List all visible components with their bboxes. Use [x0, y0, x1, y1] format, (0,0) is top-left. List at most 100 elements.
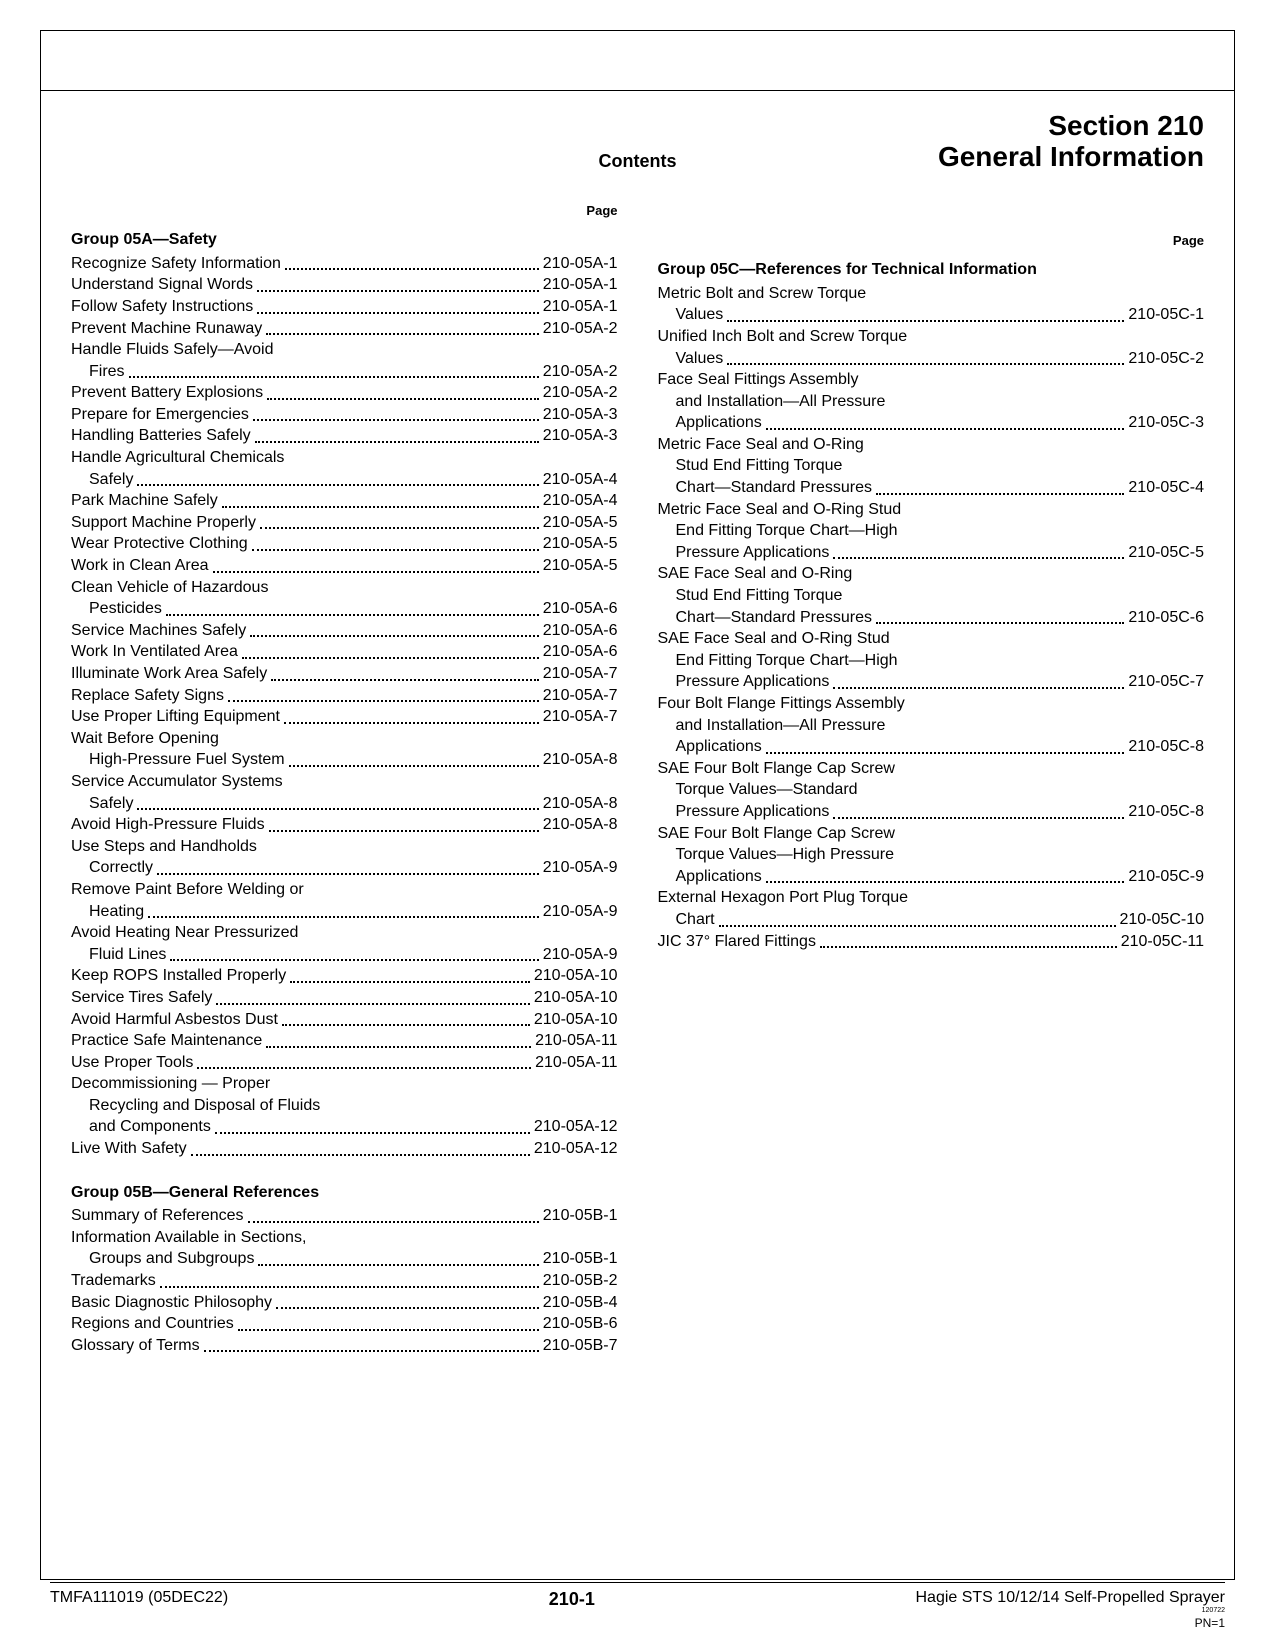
toc-entry-text: Prevent Machine Runaway: [71, 318, 262, 340]
toc-entry: Regions and Countries210-05B-6: [71, 1313, 618, 1335]
toc-entry-page: 210-05A-1: [543, 296, 618, 318]
toc-entry-line: Metric Face Seal and O-Ring: [658, 434, 1205, 456]
toc-entry-text: Service Tires Safely: [71, 987, 212, 1009]
toc-entry-page: 210-05C-4: [1128, 477, 1204, 499]
toc-entry-page: 210-05A-2: [543, 318, 618, 340]
toc-entry-text: Work in Clean Area: [71, 555, 209, 577]
toc-leader-dots: [166, 614, 539, 616]
toc-entry-text: Values: [676, 348, 724, 370]
toc-entry-text: and Components: [89, 1116, 211, 1138]
toc-entry-page: 210-05C-11: [1121, 931, 1204, 953]
group-title: Group 05A—Safety: [71, 229, 618, 251]
toc-entry: Applications210-05C-8: [658, 736, 1205, 758]
toc-entry-page: 210-05C-7: [1128, 671, 1204, 693]
toc-entry: Park Machine Safely210-05A-4: [71, 490, 618, 512]
toc-leader-dots: [260, 527, 539, 529]
toc-entry-line: SAE Face Seal and O-Ring Stud: [658, 628, 1205, 650]
toc-entry-text: Handling Batteries Safely: [71, 425, 251, 447]
toc-entry-line: Metric Face Seal and O-Ring Stud: [658, 499, 1205, 521]
toc-entry-text: Chart: [676, 909, 715, 931]
toc-entry: Recognize Safety Information210-05A-1: [71, 253, 618, 275]
toc-entry-page: 210-05C-9: [1128, 866, 1204, 888]
toc-entry-text: Chart—Standard Pressures: [676, 477, 873, 499]
toc-entry: Service Tires Safely 210-05A-10: [71, 987, 618, 1009]
toc-entry-page: 210-05A-5: [543, 555, 618, 577]
toc-entry-text: Chart—Standard Pressures: [676, 607, 873, 629]
toc-entry-line: Four Bolt Flange Fittings Assembly: [658, 693, 1205, 715]
toc-entry-line: Face Seal Fittings Assembly: [658, 369, 1205, 391]
toc-leader-dots: [833, 687, 1124, 689]
toc-leader-dots: [191, 1154, 530, 1156]
toc-leader-dots: [282, 1024, 530, 1026]
footer-right: Hagie STS 10/12/14 Self-Propelled Spraye…: [915, 1589, 1225, 1630]
toc-entry-line: Remove Paint Before Welding or: [71, 879, 618, 901]
toc-leader-dots: [766, 752, 1125, 754]
page-frame: Section 210 General Information Contents…: [40, 30, 1235, 1580]
toc-entry-text: Park Machine Safely: [71, 490, 218, 512]
toc-entry-page: 210-05C-1: [1128, 304, 1204, 326]
toc-entry-text: Safely: [89, 469, 133, 491]
toc-entry-page: 210-05B-2: [543, 1270, 618, 1292]
footer-right-text: Hagie STS 10/12/14 Self-Propelled Spraye…: [915, 1589, 1225, 1606]
toc-leader-dots: [216, 1003, 529, 1005]
toc-entry-page: 210-05A-9: [543, 857, 618, 879]
toc-leader-dots: [238, 1329, 539, 1331]
toc-entry-text: Follow Safety Instructions: [71, 296, 253, 318]
toc-entry-page: 210-05C-3: [1128, 412, 1204, 434]
toc-leader-dots: [289, 765, 539, 767]
toc-entry-text: Support Machine Properly: [71, 512, 256, 534]
toc-leader-dots: [876, 493, 1124, 495]
toc-entry-line: Metric Bolt and Screw Torque: [658, 283, 1205, 305]
toc-entry-text: Avoid High-Pressure Fluids: [71, 814, 265, 836]
toc-leader-dots: [290, 981, 530, 983]
toc-entry-page: 210-05A-7: [543, 685, 618, 707]
toc-entry-page: 210-05C-2: [1128, 348, 1204, 370]
toc-entry-text: Replace Safety Signs: [71, 685, 224, 707]
top-header-box: [41, 31, 1234, 91]
toc-entry: Correctly 210-05A-9: [71, 857, 618, 879]
toc-entry: Heating210-05A-9: [71, 901, 618, 923]
toc-entry-text: Applications: [676, 736, 762, 758]
toc-entry-page: 210-05A-8: [543, 749, 618, 771]
toc-leader-dots: [284, 722, 539, 724]
page-header-left: Page: [71, 202, 618, 220]
toc-entry-text: Trademarks: [71, 1270, 156, 1292]
toc-leader-dots: [269, 830, 539, 832]
toc-entry-line: Handle Fluids Safely—Avoid: [71, 339, 618, 361]
toc-leader-dots: [253, 419, 539, 421]
toc-entry-text: Keep ROPS Installed Properly: [71, 965, 286, 987]
toc-leader-dots: [257, 290, 539, 292]
toc-entry-text: Correctly: [89, 857, 153, 879]
toc-entry: Basic Diagnostic Philosophy210-05B-4: [71, 1292, 618, 1314]
toc-entry: Avoid High-Pressure Fluids210-05A-8: [71, 814, 618, 836]
toc-leader-dots: [727, 363, 1124, 365]
footer-pn: PN=1: [915, 1616, 1225, 1630]
toc-entry: Keep ROPS Installed Properly210-05A-10: [71, 965, 618, 987]
toc-entry: Follow Safety Instructions 210-05A-1: [71, 296, 618, 318]
toc-entry-text: Applications: [676, 412, 762, 434]
toc-leader-dots: [833, 817, 1124, 819]
toc-entry: Replace Safety Signs 210-05A-7: [71, 685, 618, 707]
toc-entry: Applications 210-05C-3: [658, 412, 1205, 434]
section-title-line1: Section 210: [71, 111, 1204, 142]
toc-leader-dots: [719, 925, 1116, 927]
toc-entry: Work In Ventilated Area210-05A-6: [71, 641, 618, 663]
toc-entry-line: Unified Inch Bolt and Screw Torque: [658, 326, 1205, 348]
toc-leader-dots: [148, 916, 539, 918]
toc-entry-page: 210-05B-4: [543, 1292, 618, 1314]
toc-entry-line: Recycling and Disposal of Fluids: [71, 1095, 618, 1117]
toc-leader-dots: [129, 376, 539, 378]
toc-entry: Service Machines Safely210-05A-6: [71, 620, 618, 642]
toc-entry-page: 210-05A-10: [534, 987, 618, 1009]
toc-entry: Practice Safe Maintenance210-05A-11: [71, 1030, 618, 1052]
group-title: Group 05B—General References: [71, 1182, 618, 1204]
toc-entry-page: 210-05A-12: [534, 1138, 618, 1160]
toc-entry-text: Pressure Applications: [676, 542, 830, 564]
toc-entry: Illuminate Work Area Safely210-05A-7: [71, 663, 618, 685]
toc-entry: Prevent Battery Explosions210-05A-2: [71, 382, 618, 404]
toc-entry-text: Groups and Subgroups: [89, 1248, 254, 1270]
toc-leader-dots: [276, 1307, 539, 1309]
toc-entry: Handling Batteries Safely210-05A-3: [71, 425, 618, 447]
toc-entry-page: 210-05A-1: [543, 274, 618, 296]
toc-entry-page: 210-05A-12: [534, 1116, 618, 1138]
